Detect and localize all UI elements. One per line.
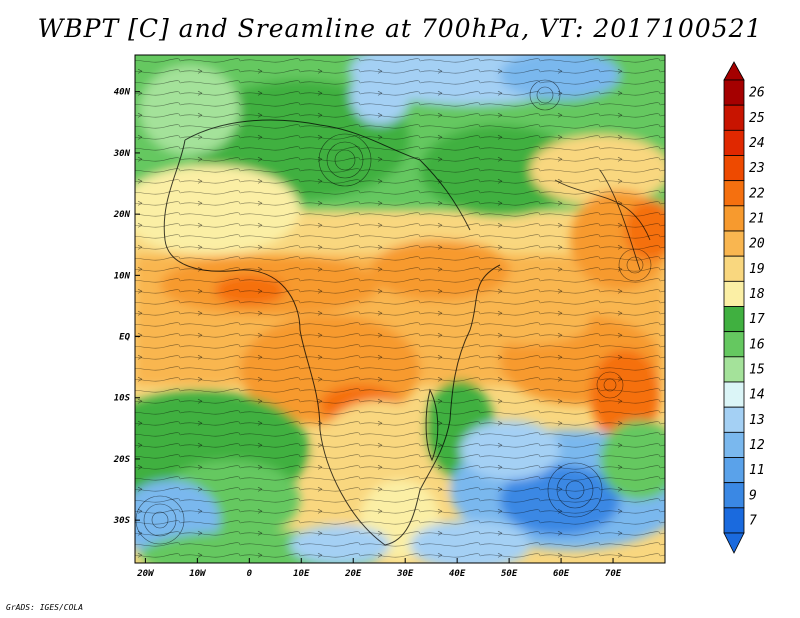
colorbar-label: 15 [749,362,765,377]
x-tick-label: 40E [449,569,466,579]
colorbar-label: 25 [749,111,765,126]
x-tick-label: 60E [553,569,570,579]
colorbar-label: 18 [749,287,765,302]
latitude-axis: 40N 30N 20N 10N EQ 10S 20S 30S [113,88,140,526]
colorbar-segment [723,155,745,182]
colorbar-segment [723,482,745,509]
x-tick-label: 10E [293,569,310,579]
colorbar-label: 16 [749,337,765,352]
colorbar-segment [723,129,745,156]
colorbar-segment [723,356,745,383]
colorbar-label: 26 [749,86,765,101]
colorbar-top-arrow [723,61,745,81]
y-tick-label: 40N [114,88,131,98]
x-tick-label: 30E [396,569,414,579]
colorbar-label: 11 [749,463,765,478]
y-tick-label: 10S [114,394,131,404]
colorbar-label: 9 [749,488,757,503]
colorbar-segment [723,457,745,484]
colorbar-label: 12 [749,438,765,453]
y-tick-label: 30N [113,149,131,159]
colorbar-segment [723,431,745,458]
colorbar: 26 25 24 23 22 21 20 19 18 17 16 15 14 13 12 11 9 7 [723,61,765,554]
colorbar-segment [723,406,745,433]
x-tick-label: 20W [136,569,155,579]
colorbar-label: 19 [749,262,765,277]
chart-title: WBPT [C] and Sreamline at 700hPa, VT: 20… [37,14,763,43]
colorbar-segment [723,255,745,282]
colorbar-label: 23 [749,161,765,176]
wbpt-shading [135,55,665,563]
y-tick-label: 20N [113,210,131,220]
colorbar-segment [723,507,745,534]
colorbar-label: 20 [749,237,765,252]
grads-credit: GrADS: IGES/COLA [6,603,84,612]
colorbar-segment [723,381,745,408]
y-tick-label: EQ [119,333,130,343]
colorbar-segment [723,180,745,207]
colorbar-label: 13 [749,413,765,428]
colorbar-segment [723,205,745,232]
y-tick-label: 10N [114,271,131,281]
colorbar-segment [723,331,745,358]
coastline [163,119,501,546]
colorbar-segment [723,230,745,257]
colorbar-segment [723,79,745,106]
x-tick-label: 50E [501,569,518,579]
colorbar-label: 21 [749,211,765,226]
colorbar-bottom-arrow [723,532,745,554]
colorbar-label: 17 [749,312,765,327]
colorbar-label: 24 [749,136,765,151]
y-tick-label: 30S [113,516,131,526]
x-tick-label: 20E [344,569,362,579]
y-tick-label: 20S [113,455,131,465]
x-tick-label: 0 [247,569,253,579]
colorbar-label: 7 [749,513,757,528]
plot-frame [134,54,666,564]
colorbar-segment [723,280,745,307]
x-tick-label: 10W [189,569,207,579]
longitude-axis: 20W 10W 0 10E 20E 30E 40E 50E 60E 70E [136,558,622,579]
colorbar-label: 22 [749,186,765,201]
x-tick-label: 70E [605,569,622,579]
colorbar-segment [723,104,745,131]
colorbar-label: 14 [749,388,765,403]
colorbar-segment [723,306,745,333]
